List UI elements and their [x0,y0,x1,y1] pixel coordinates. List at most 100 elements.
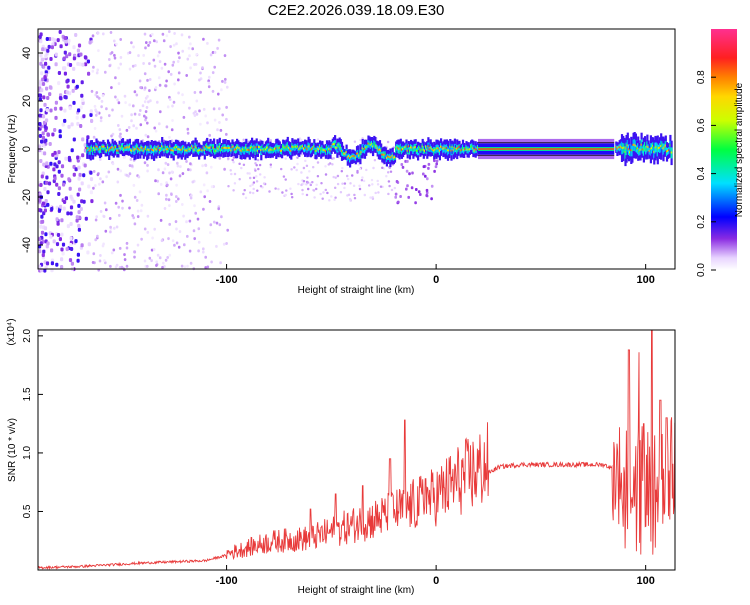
spectrogram-ridge-peak [163,149,166,152]
spectrogram-ridge-peak [103,145,106,148]
spectrogram-ridge-peak [414,146,417,149]
spectrogram-cell [57,71,61,75]
spectrogram-cell [142,62,145,65]
spectrogram-ridge-peak [264,148,267,151]
spectrogram-ridge-peak [185,149,188,152]
spectrogram-ridge-peak [295,145,298,148]
spectrogram-ridge-peak [665,150,668,153]
spectrogram-cell [82,114,86,119]
spectrogram-cell [389,170,393,173]
spectrogram-cell [117,124,120,127]
spectrogram-cell [189,196,193,200]
spectrogram-ridge-peak [304,146,306,149]
spectrogram-cell [211,89,215,93]
spectrogram-cell [143,72,147,76]
spectrogram-cell [435,159,439,163]
spectrogram-cell [217,207,220,211]
spectrogram-cell [232,189,235,192]
spectrogram-cell [138,190,142,194]
spectrogram-ridge-peak [406,149,409,152]
spectrogram-cell [70,148,74,153]
snr-x-tick-label: 100 [636,575,654,587]
spectrogram-cell [72,56,76,61]
spectrogram-ridge-peak [418,146,420,149]
spectrogram-cell [324,188,327,192]
spectrogram-ridge-peak [215,149,218,152]
spectrogram-cell [123,253,126,257]
spectrogram-cell [77,223,81,228]
snr-y-tick-label: 0.5 [22,504,33,518]
spectrogram-cell [173,243,176,247]
spectrogram-cell [108,58,111,61]
spectrogram-cell [141,104,145,108]
spectrogram-cell [57,186,61,191]
spectrogram-cell [353,193,356,197]
spectrogram-cell [188,35,191,39]
spectrogram-cell [257,167,260,171]
spectrogram-cell [249,184,252,188]
spectrogram-ridge-peak [388,155,390,158]
spectrogram-cell [255,164,258,167]
spectrogram-cell [229,169,232,172]
spectrogram-cell [225,117,228,121]
spectrogram-cell [210,165,213,169]
spectrogram-cell [202,37,205,41]
spectrogram-ridge-peak [271,148,274,151]
spectrogram-cell [186,131,190,135]
spectrogram-cell [78,172,82,177]
spectrogram-ridge-peak [310,148,313,151]
spectrogram-cell [38,237,42,242]
spectrogram-cell [361,176,364,179]
spectrogram-cell [138,113,141,117]
spectrogram-ridge-peak [217,147,220,150]
spectrogram-cell [95,91,99,95]
colorbar-tick-label: 0.4 [696,166,707,180]
spectrogram-cell [203,195,206,199]
spectrogram-cell [415,188,418,191]
spectrogram-cell [75,115,79,120]
spectrogram-ridge-peak [367,142,370,145]
spectrogram-ridge-peak [115,146,117,148]
spectrogram-cell [51,132,55,137]
spectrogram-cell [135,199,139,202]
spectrogram-cell [58,30,62,34]
spectrogram-cell [372,166,375,170]
spectrogram-cell [143,259,147,263]
spectrogram-ridge-peak [242,149,245,152]
colorbar-ticks: 0.0 0.2 0.4 0.6 0.8 [696,70,716,277]
spectrogram-cell [330,195,333,198]
spectrogram-cell [193,91,197,94]
spectrogram-cell [89,113,93,117]
spectrogram-cell [61,242,66,247]
spectrogram-cell [79,52,83,57]
spectrogram-cell [41,82,46,86]
spectrogram-cell [146,78,149,82]
spectrogram-cell [406,184,409,188]
spectrogram-cell [154,86,158,90]
spectrogram-cell [171,63,175,67]
spectrogram-cell [49,108,53,113]
spectrogram-cell [161,265,164,269]
spectrogram-ridge-peak [625,147,628,150]
spectrogram-cell [419,193,422,196]
spectrogram-cell [422,165,426,169]
spectrogram-cell [117,82,121,86]
spectrogram-cell [293,166,296,169]
spectrogram-cell [68,63,73,67]
spectrogram-ridge-peak [314,149,317,152]
spectrogram-cell [163,265,166,268]
spectrogram-ridge-peak [111,146,114,149]
spectrogram-cell [168,30,171,34]
spectrogram-y-tick-label: 20 [21,95,33,107]
spectrogram-ridge-peak [322,149,325,152]
spectrogram-ridge-peak [661,143,664,146]
spectrogram-cell [70,247,74,251]
spectrogram-cell [94,184,97,188]
spectrogram-cell [65,247,69,252]
spectrogram-ridge-peak [456,147,458,150]
spectrogram-ridge-peak [635,147,638,150]
spectrogram-cell [61,122,65,127]
spectrogram-ridge-peak [178,148,181,151]
spectrogram-cell [154,179,157,183]
spectrogram-ridge-peak [443,146,446,149]
